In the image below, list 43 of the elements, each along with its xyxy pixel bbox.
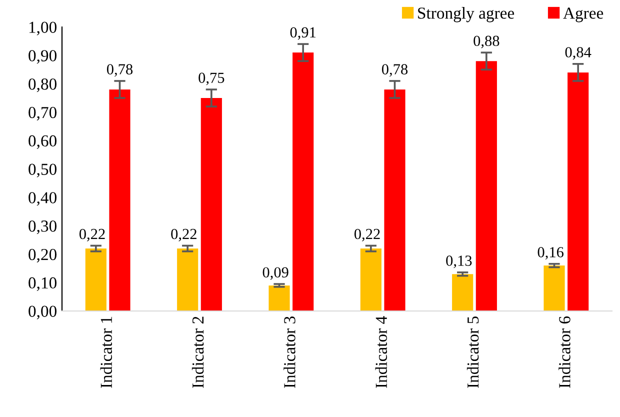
x-tick-label: Indicator 4 [375,316,388,388]
y-tick-label: 0,50 [28,164,57,178]
data-label: 0,78 [382,64,408,77]
bar [544,266,565,311]
y-tick-label: 0,90 [28,50,57,64]
y-tick-label: 0,30 [28,220,57,234]
bar [109,89,130,311]
y-tick-label: 0,70 [28,106,57,121]
legend-label: Agree [563,8,604,22]
x-tick-label: Indicator 2 [192,316,204,388]
bar [292,52,314,311]
y-tick-label: 0,40 [28,192,57,206]
x-tick-label: Indicator 5 [466,316,479,388]
bar [568,72,589,311]
data-label: 0,16 [538,247,564,260]
bar [85,248,106,311]
bar [452,274,474,311]
data-label: 0,22 [171,228,196,242]
bar [360,248,382,311]
data-label: 0,84 [565,47,592,60]
bar [268,285,290,311]
y-tick-label: 0,20 [28,248,57,263]
x-tick-label: Indicator 6 [558,316,570,388]
y-tick-label: 0,80 [28,78,57,92]
data-label: 0,22 [79,228,105,242]
bar [177,248,198,311]
data-label: 0,09 [262,267,288,280]
bar [200,98,222,311]
data-label: 0,22 [354,228,380,242]
y-tick-label: 0,60 [28,135,57,149]
y-tick-label: 1,00 [29,22,57,36]
data-label: 0,91 [290,27,316,40]
data-label: 0,88 [474,36,500,48]
data-label: 0,78 [106,64,133,77]
x-tick-label: Indicator 1 [100,316,112,388]
y-tick-label: 0,00 [28,306,57,320]
y-tick-label: 0,10 [28,277,57,291]
data-label: 0,13 [446,256,472,268]
bar [384,89,406,311]
data-label: 0,75 [198,72,224,86]
x-tick-label: Indicator 3 [284,316,296,388]
legend-label: Strongly agree [418,7,514,22]
bar [476,61,497,311]
